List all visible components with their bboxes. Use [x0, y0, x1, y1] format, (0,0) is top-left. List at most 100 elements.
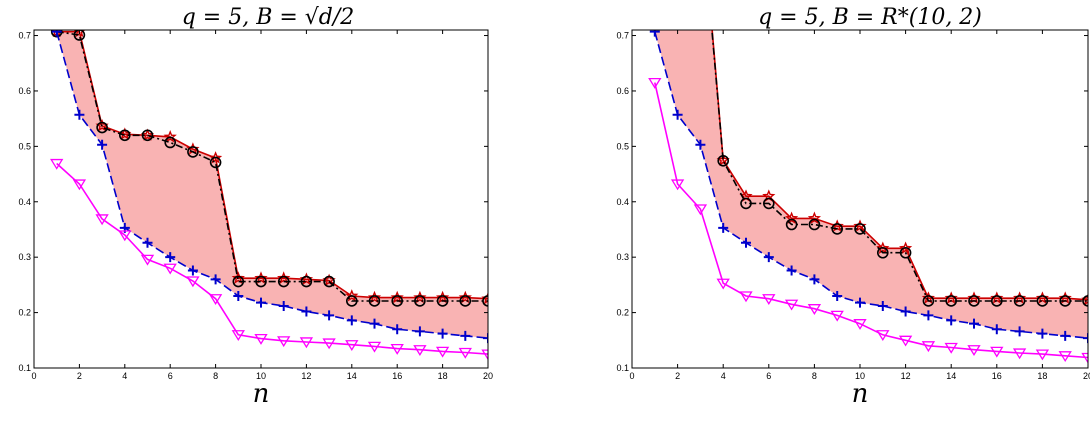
x-axis-label: n	[253, 379, 270, 409]
point-triangle-2	[670, 179, 685, 191]
x-tick-label: 8	[213, 371, 218, 381]
chart-panel-1: 0 2 4 6 8 10 12 14 16 18 20 0.1 0.2 0.3 0.4 0.5 0.6 0.7 q …	[18, 5, 493, 409]
point-triangle-11	[876, 330, 890, 342]
point-lower_plus-16	[392, 324, 403, 335]
point-upper_star-8	[807, 211, 821, 224]
point-triangle-2	[72, 179, 87, 191]
point-triangle-11	[277, 336, 291, 348]
x-tick-label: 4	[122, 371, 127, 381]
point-lower_plus-20	[483, 333, 488, 344]
point-circle-12	[300, 275, 313, 288]
point-lower_plus-2	[672, 109, 683, 120]
point-lower_plus-15	[369, 318, 380, 329]
chart-panel-2: 0 2 4 6 8 10 12 14 16 18 20 0.1 0.2 0.3 0.4 0.5 0.6 0.7 q …	[616, 5, 1090, 409]
series-line-circle	[711, 30, 1088, 302]
point-lower_plus-6	[763, 252, 774, 263]
point-upper_star-17	[413, 290, 427, 304]
point-circle-6	[762, 197, 775, 210]
x-tick-label: 6	[766, 371, 771, 381]
chart-title: q = 5, B = √d/2	[182, 5, 355, 30]
point-upper_star-9	[231, 271, 245, 284]
point-lower_plus-10	[855, 297, 865, 308]
x-tick-label: 6	[168, 371, 173, 381]
chart-title: q = 5, B = R*(10, 2)	[758, 5, 982, 30]
point-triangle-3	[693, 204, 708, 216]
point-triangle-12	[898, 335, 913, 347]
point-upper_star-6	[163, 129, 177, 143]
point-triangle-5	[140, 254, 155, 266]
point-lower_plus-5	[142, 237, 153, 248]
series-triangle	[50, 158, 488, 361]
point-circle-13	[323, 275, 335, 288]
y-tick-label: 0.3	[18, 252, 31, 262]
point-triangle-6	[762, 294, 776, 305]
point-circle-11	[277, 275, 290, 288]
point-triangle-5	[739, 291, 753, 303]
point-circle-6	[164, 136, 176, 149]
y-tick-label: 0.3	[616, 252, 629, 262]
y-tick-label: 0.1	[616, 363, 629, 373]
point-triangle-13	[322, 338, 336, 350]
point-lower_plus-20	[1083, 333, 1088, 344]
point-triangle-16	[990, 346, 1004, 358]
point-triangle-16	[390, 343, 404, 355]
point-triangle-17	[413, 345, 427, 356]
point-triangle-4	[118, 230, 132, 242]
point-circle-20	[1082, 295, 1088, 307]
point-circle-5	[141, 129, 154, 142]
y-tick-label: 0.2	[18, 308, 31, 318]
point-lower_plus-16	[991, 324, 1002, 335]
point-circle-8	[808, 218, 821, 231]
shaded-band	[654, 30, 1088, 339]
point-triangle-6	[163, 263, 177, 275]
x-axis-label: n	[852, 379, 869, 409]
point-circle-19	[1059, 295, 1071, 307]
point-lower_plus-6	[165, 252, 176, 263]
point-circle-4	[119, 129, 131, 142]
point-circle-9	[831, 223, 844, 235]
point-triangle-20	[481, 349, 488, 361]
x-tick-label: 18	[1037, 371, 1047, 381]
point-triangle-8	[807, 304, 822, 315]
point-triangle-1	[50, 158, 64, 170]
point-upper_star-10	[254, 271, 268, 284]
point-lower_plus-19	[460, 330, 471, 341]
x-tick-label: 16	[392, 371, 402, 381]
x-tick-label: 10	[855, 371, 865, 381]
y-tick-label: 0.6	[18, 86, 31, 96]
point-upper_star-14	[345, 289, 359, 302]
point-lower_plus-10	[256, 297, 266, 308]
point-lower_plus-1	[51, 30, 62, 37]
point-triangle-14	[944, 342, 958, 354]
point-triangle-9	[231, 330, 245, 342]
point-lower_plus-18	[1037, 328, 1048, 339]
point-upper_star-16	[390, 290, 404, 304]
point-lower_plus-18	[437, 328, 448, 339]
point-lower_plus-11	[877, 300, 888, 311]
point-upper_star-11	[277, 271, 291, 284]
point-triangle-18	[435, 346, 450, 358]
x-tick-label: 12	[301, 371, 311, 381]
point-lower_plus-15	[969, 318, 979, 329]
x-tick-label: 18	[438, 371, 448, 381]
series-circle	[50, 30, 488, 307]
point-triangle-18	[1035, 349, 1050, 361]
point-circle-4	[717, 154, 730, 167]
point-circle-18	[1036, 295, 1049, 307]
point-triangle-14	[345, 340, 359, 351]
y-tick-label: 0.7	[18, 31, 31, 41]
point-circle-12	[899, 246, 912, 259]
x-tick-label: 14	[946, 371, 956, 381]
point-circle-15	[368, 295, 381, 307]
point-lower_plus-3	[695, 139, 706, 150]
point-circle-17	[1013, 295, 1026, 307]
point-circle-10	[255, 275, 267, 288]
x-tick-label: 0	[629, 371, 634, 381]
point-circle-7	[187, 146, 199, 158]
x-tick-label: 2	[675, 371, 680, 381]
point-triangle-20	[1081, 352, 1088, 364]
point-triangle-15	[967, 345, 981, 356]
point-triangle-4	[716, 278, 730, 290]
series-lower_plus	[51, 30, 488, 344]
